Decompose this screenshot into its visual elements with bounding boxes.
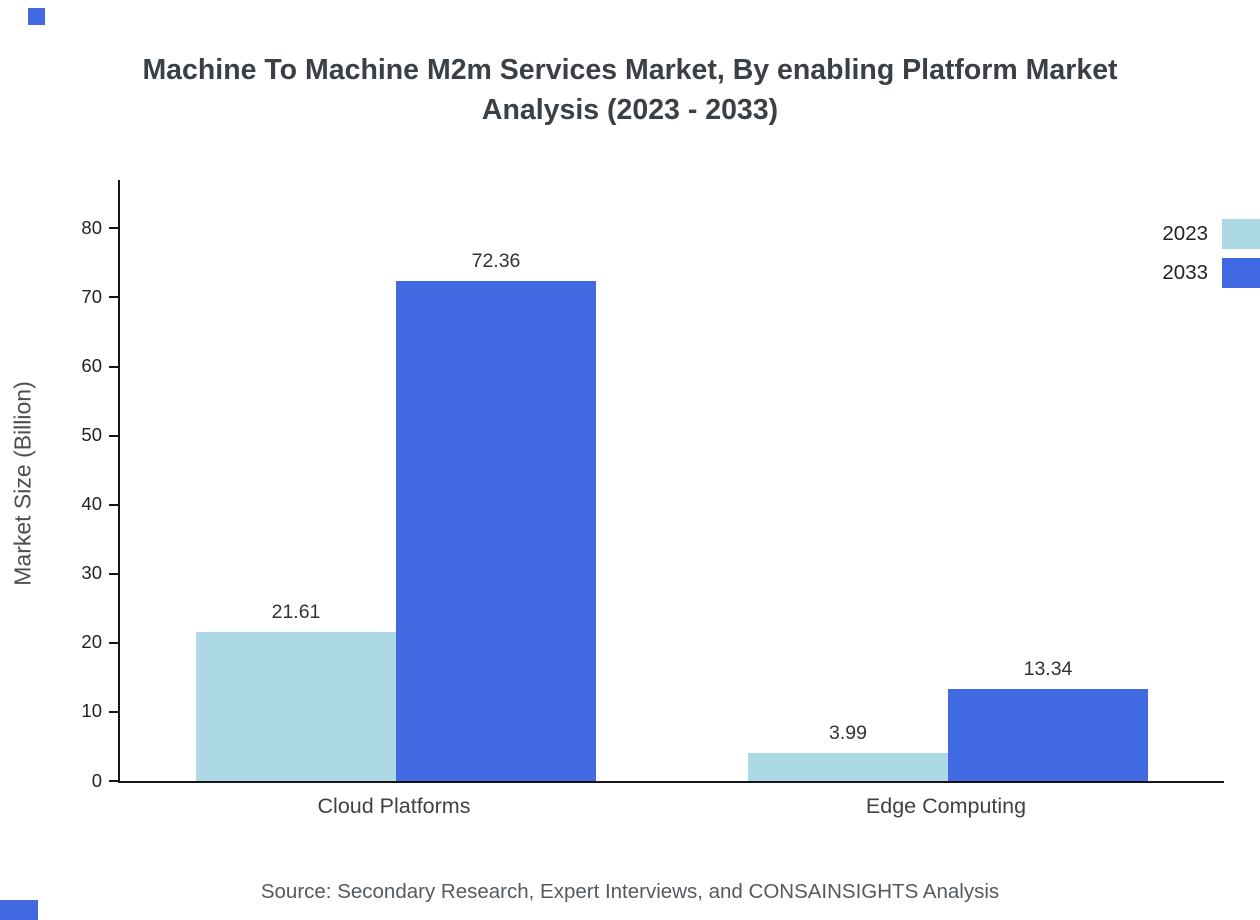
bar-value-label: 72.36	[471, 250, 521, 273]
y-tick-mark	[109, 710, 119, 713]
bar-group-cloud-platforms: 21.61 72.36	[120, 180, 672, 781]
y-tick-mark	[109, 572, 119, 575]
bar-value-label: 21.61	[271, 600, 321, 623]
plot-area: 0 10 20 30 40 50 60 70 80 21.61 72.36 3.99 13.34	[81, 180, 1224, 789]
y-axis-label: Market Size (Billion)	[9, 381, 36, 586]
bar-2023-cloud-platforms: 21.61	[196, 601, 396, 781]
y-tick-mark	[109, 434, 119, 437]
bar-2023-edge-computing: 3.99	[748, 722, 948, 781]
y-tick-mark	[109, 780, 119, 782]
bar-value-label: 13.34	[1023, 657, 1073, 680]
y-tick-mark	[109, 503, 119, 506]
y-tick-label: 50	[81, 424, 102, 446]
y-tick-mark	[109, 227, 119, 230]
y-tick-label: 20	[81, 631, 102, 653]
bar-group-edge-computing: 3.99 13.34	[672, 180, 1224, 781]
legend-item-2023: 2023	[1162, 219, 1260, 249]
y-tick-mark	[109, 641, 119, 644]
legend-label: 2023	[1162, 222, 1208, 245]
y-tick-label: 80	[81, 216, 102, 238]
legend-label: 2033	[1162, 261, 1208, 284]
x-axis-labels: Cloud Platforms Edge Computing	[118, 794, 1222, 819]
y-tick-label: 70	[81, 285, 102, 307]
bar-2033-cloud-platforms: 72.36	[396, 250, 596, 781]
decorative-square-bottom	[0, 900, 38, 920]
legend-swatch	[1222, 258, 1260, 288]
y-tick-mark	[109, 296, 119, 299]
x-axis-label-cloud-platforms: Cloud Platforms	[317, 794, 471, 818]
bar-value-label: 3.99	[829, 722, 867, 745]
y-tick-mark	[109, 365, 119, 368]
source-text: Source: Secondary Research, Expert Inter…	[260, 880, 1000, 903]
y-tick-label: 0	[91, 769, 102, 791]
legend: 2023 2033	[1162, 219, 1260, 288]
y-tick-label: 40	[81, 493, 102, 515]
y-tick-label: 10	[81, 700, 102, 722]
legend-item-2033: 2033	[1162, 258, 1260, 288]
chart-title: Machine To Machine M2m Services Market, …	[142, 54, 1118, 127]
x-axis-label-edge-computing: Edge Computing	[865, 794, 1027, 818]
y-tick-label: 30	[81, 562, 102, 584]
decorative-square-top	[28, 8, 45, 25]
bar-2033-edge-computing: 13.34	[948, 658, 1148, 781]
legend-swatch	[1222, 219, 1260, 249]
y-tick-label: 60	[81, 355, 102, 377]
